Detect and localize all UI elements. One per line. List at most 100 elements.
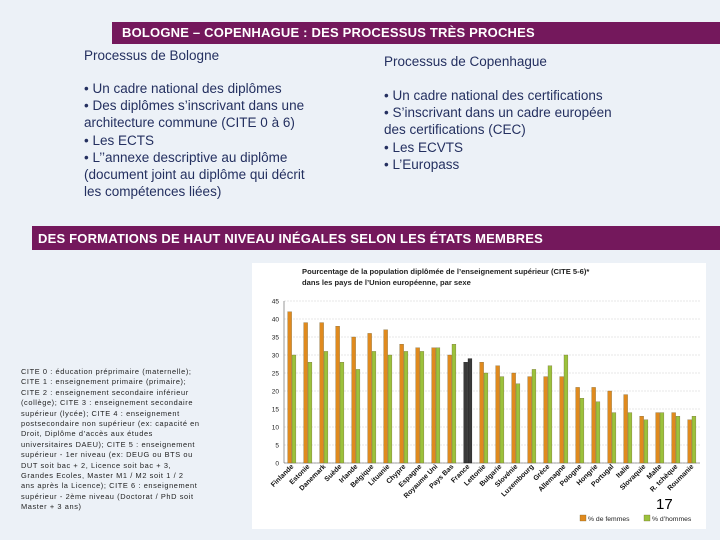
section-banner: DES FORMATIONS DE HAUT NIVEAU INÉGALES S… — [32, 226, 720, 250]
footnote-line: postsecondaire non supérieur (ex: capaci… — [21, 419, 200, 429]
y-tick-label: 10 — [272, 425, 280, 432]
bar — [627, 412, 633, 464]
copenhagen-title: Processus de Copenhague — [384, 54, 547, 69]
footnote-line: CITE 1 : enseignement primaire (primaire… — [21, 377, 187, 387]
bar — [403, 351, 409, 464]
footnote-line: ans après la Licence); CITE 6 : enseigne… — [21, 481, 198, 491]
bologna-line: les compétences liées) — [84, 184, 222, 200]
chart-panel: Pourcentage de la population diplômée de… — [252, 263, 706, 529]
bologna-line: architecture commune (CITE 0 à 6) — [84, 115, 295, 131]
bar — [543, 376, 548, 464]
bologna-list: • Un cadre national des diplômes • Des d… — [84, 80, 346, 200]
bar — [291, 354, 297, 464]
footnote-line: universitaires DAEU); CITE 5 : enseignem… — [21, 439, 196, 449]
bar — [495, 365, 500, 464]
bologna-line: • L’’annexe descriptive au diplôme — [84, 149, 288, 165]
bar — [511, 372, 516, 464]
footnote-line: CITE 0 : éducation préprimaire (maternel… — [21, 367, 192, 376]
y-tick-label: 35 — [272, 335, 280, 342]
bologna-line: • Un cadre national des diplômes — [84, 81, 282, 96]
y-tick-label: 30 — [272, 353, 280, 360]
bar — [451, 344, 457, 464]
bar — [687, 419, 692, 464]
legend-label: % d’hommes — [652, 516, 692, 523]
y-tick-label: 5 — [275, 443, 279, 450]
footnote-line: supérieur - 2ème niveau (Doctorat / PhD … — [21, 491, 194, 501]
bar — [307, 362, 313, 464]
legend-swatch — [579, 514, 587, 522]
footnote-line: DUT soit bac + 2, Licence soit bac + 3, — [21, 460, 172, 470]
copenhagen-line: des certifications (CEC) — [384, 122, 526, 138]
footnote-line: Droit, Diplôme d’accès aux études — [21, 429, 153, 439]
y-tick-label: 25 — [272, 371, 280, 378]
bar — [319, 322, 324, 464]
bar — [463, 362, 468, 464]
header-title: BOLOGNE – COPENHAGUE : DES PROCESSUS TRÈ… — [122, 25, 535, 40]
bar — [675, 416, 681, 464]
bar — [479, 362, 484, 464]
bar — [387, 354, 393, 464]
bar — [323, 351, 329, 464]
bar — [435, 347, 441, 464]
legend-label: % de femmes — [588, 516, 630, 523]
cite-footnote: CITE 0 : éducation préprimaire (maternel… — [21, 367, 243, 513]
footnote-line: (collège); CITE 3 : enseignement seconda… — [21, 398, 194, 408]
bar — [415, 347, 420, 464]
copenhagen-line: • L’Europass — [384, 156, 460, 172]
bar — [655, 412, 660, 464]
copenhagen-line: • S’inscrivant dans un cadre européen — [384, 105, 612, 121]
y-tick-label: 45 — [272, 299, 280, 306]
y-tick-label: 40 — [272, 317, 280, 324]
bologna-line: • Les ECTS — [84, 132, 154, 148]
bar-chart: Pourcentage de la population diplômée de… — [270, 267, 700, 523]
bar — [547, 365, 553, 464]
copenhagen-line: • Un cadre national des certifications — [384, 88, 603, 103]
chart-subtitle: dans les pays de l’Union européenne, par… — [302, 278, 471, 287]
header-banner: BOLOGNE – COPENHAGUE : DES PROCESSUS TRÈ… — [112, 22, 720, 44]
bar — [367, 333, 372, 464]
bar — [527, 376, 532, 464]
footnote-line: Grandes Ecoles, Master M1 / M2 soit 1 / … — [21, 471, 184, 481]
bar — [531, 369, 537, 464]
bar — [671, 412, 676, 464]
bar — [559, 376, 564, 464]
bar — [371, 351, 377, 464]
section-title: DES FORMATIONS DE HAUT NIVEAU INÉGALES S… — [38, 231, 543, 246]
y-tick-label: 0 — [275, 461, 279, 468]
bar — [419, 351, 425, 464]
bar — [575, 387, 580, 464]
bar — [355, 369, 361, 464]
bar — [335, 326, 340, 464]
bologna-line: • Des diplômes s’inscrivant dans une — [84, 98, 305, 114]
bar — [431, 347, 436, 464]
bar — [351, 336, 356, 464]
bar — [623, 394, 628, 464]
bar — [399, 344, 404, 464]
bar — [447, 354, 452, 464]
bar — [563, 354, 569, 464]
bar — [383, 329, 388, 464]
bar — [303, 322, 308, 464]
legend-swatch — [643, 514, 651, 522]
bar — [515, 383, 521, 464]
bar — [287, 311, 292, 464]
bologna-title: Processus de Bologne — [84, 48, 220, 63]
page-number: 17 — [656, 496, 673, 513]
bar — [643, 419, 649, 464]
bar — [483, 372, 489, 464]
bar — [579, 398, 585, 464]
bar — [595, 401, 601, 464]
copenhagen-line: • Les ECVTS — [384, 139, 464, 155]
bar — [591, 387, 596, 464]
bar — [611, 412, 617, 464]
y-tick-label: 20 — [272, 389, 280, 396]
footnote-line: CITE 2 : enseignement secondaire inférie… — [21, 387, 189, 397]
bar — [691, 416, 697, 464]
bar — [659, 412, 665, 464]
bar — [499, 376, 505, 464]
y-tick-label: 15 — [272, 407, 280, 414]
copenhagen-list: • Un cadre national des certifications •… — [384, 87, 664, 173]
bar — [639, 416, 644, 464]
bologna-line: (document joint au diplôme qui décrit — [84, 167, 305, 183]
chart-title: Pourcentage de la population diplômée de… — [302, 267, 589, 276]
